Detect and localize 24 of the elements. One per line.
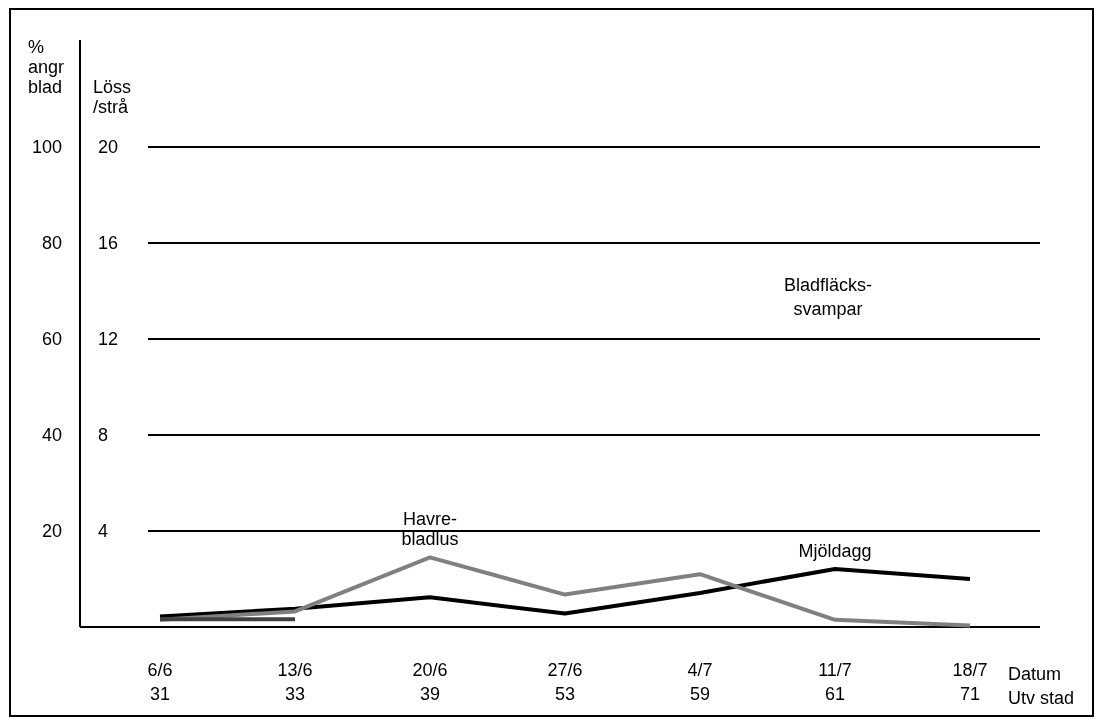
y2-axis-title: Löss /strå: [93, 77, 132, 117]
y-tick-label: 60: [41, 329, 62, 349]
x-tick-label: 27/6 53: [547, 660, 583, 704]
series-label: Mjöldagg: [798, 540, 872, 561]
series-label: Havre- bladlus: [401, 509, 459, 550]
y-tick-label: 80: [41, 233, 62, 253]
x-axis-title: Datum Utv stad: [1008, 664, 1075, 708]
x-tick-label: 11/7 61: [818, 660, 852, 704]
y-tick-label: 40: [41, 425, 62, 445]
x-tick-label: 6/6 31: [147, 660, 173, 704]
y-tick-label: 100: [31, 137, 62, 157]
y2-tick-label: 12: [98, 329, 119, 349]
y2-tick-label: 4: [98, 521, 109, 541]
y2-tick-label: 16: [98, 233, 119, 253]
y2-tick-label: 20: [98, 137, 119, 157]
x-tick-label: 20/6 39: [412, 660, 448, 704]
x-tick-label: 18/7 71: [952, 660, 988, 704]
x-tick-label: 13/6 33: [277, 660, 313, 704]
annotation: Bladfläcks- svampar: [783, 275, 873, 319]
line-series: [158, 566, 972, 619]
y-tick-label: 20: [41, 521, 62, 541]
y-axis-title: % angr blad: [28, 37, 65, 97]
y2-tick-label: 8: [98, 425, 109, 445]
x-tick-label: 4/7 59: [687, 660, 713, 704]
